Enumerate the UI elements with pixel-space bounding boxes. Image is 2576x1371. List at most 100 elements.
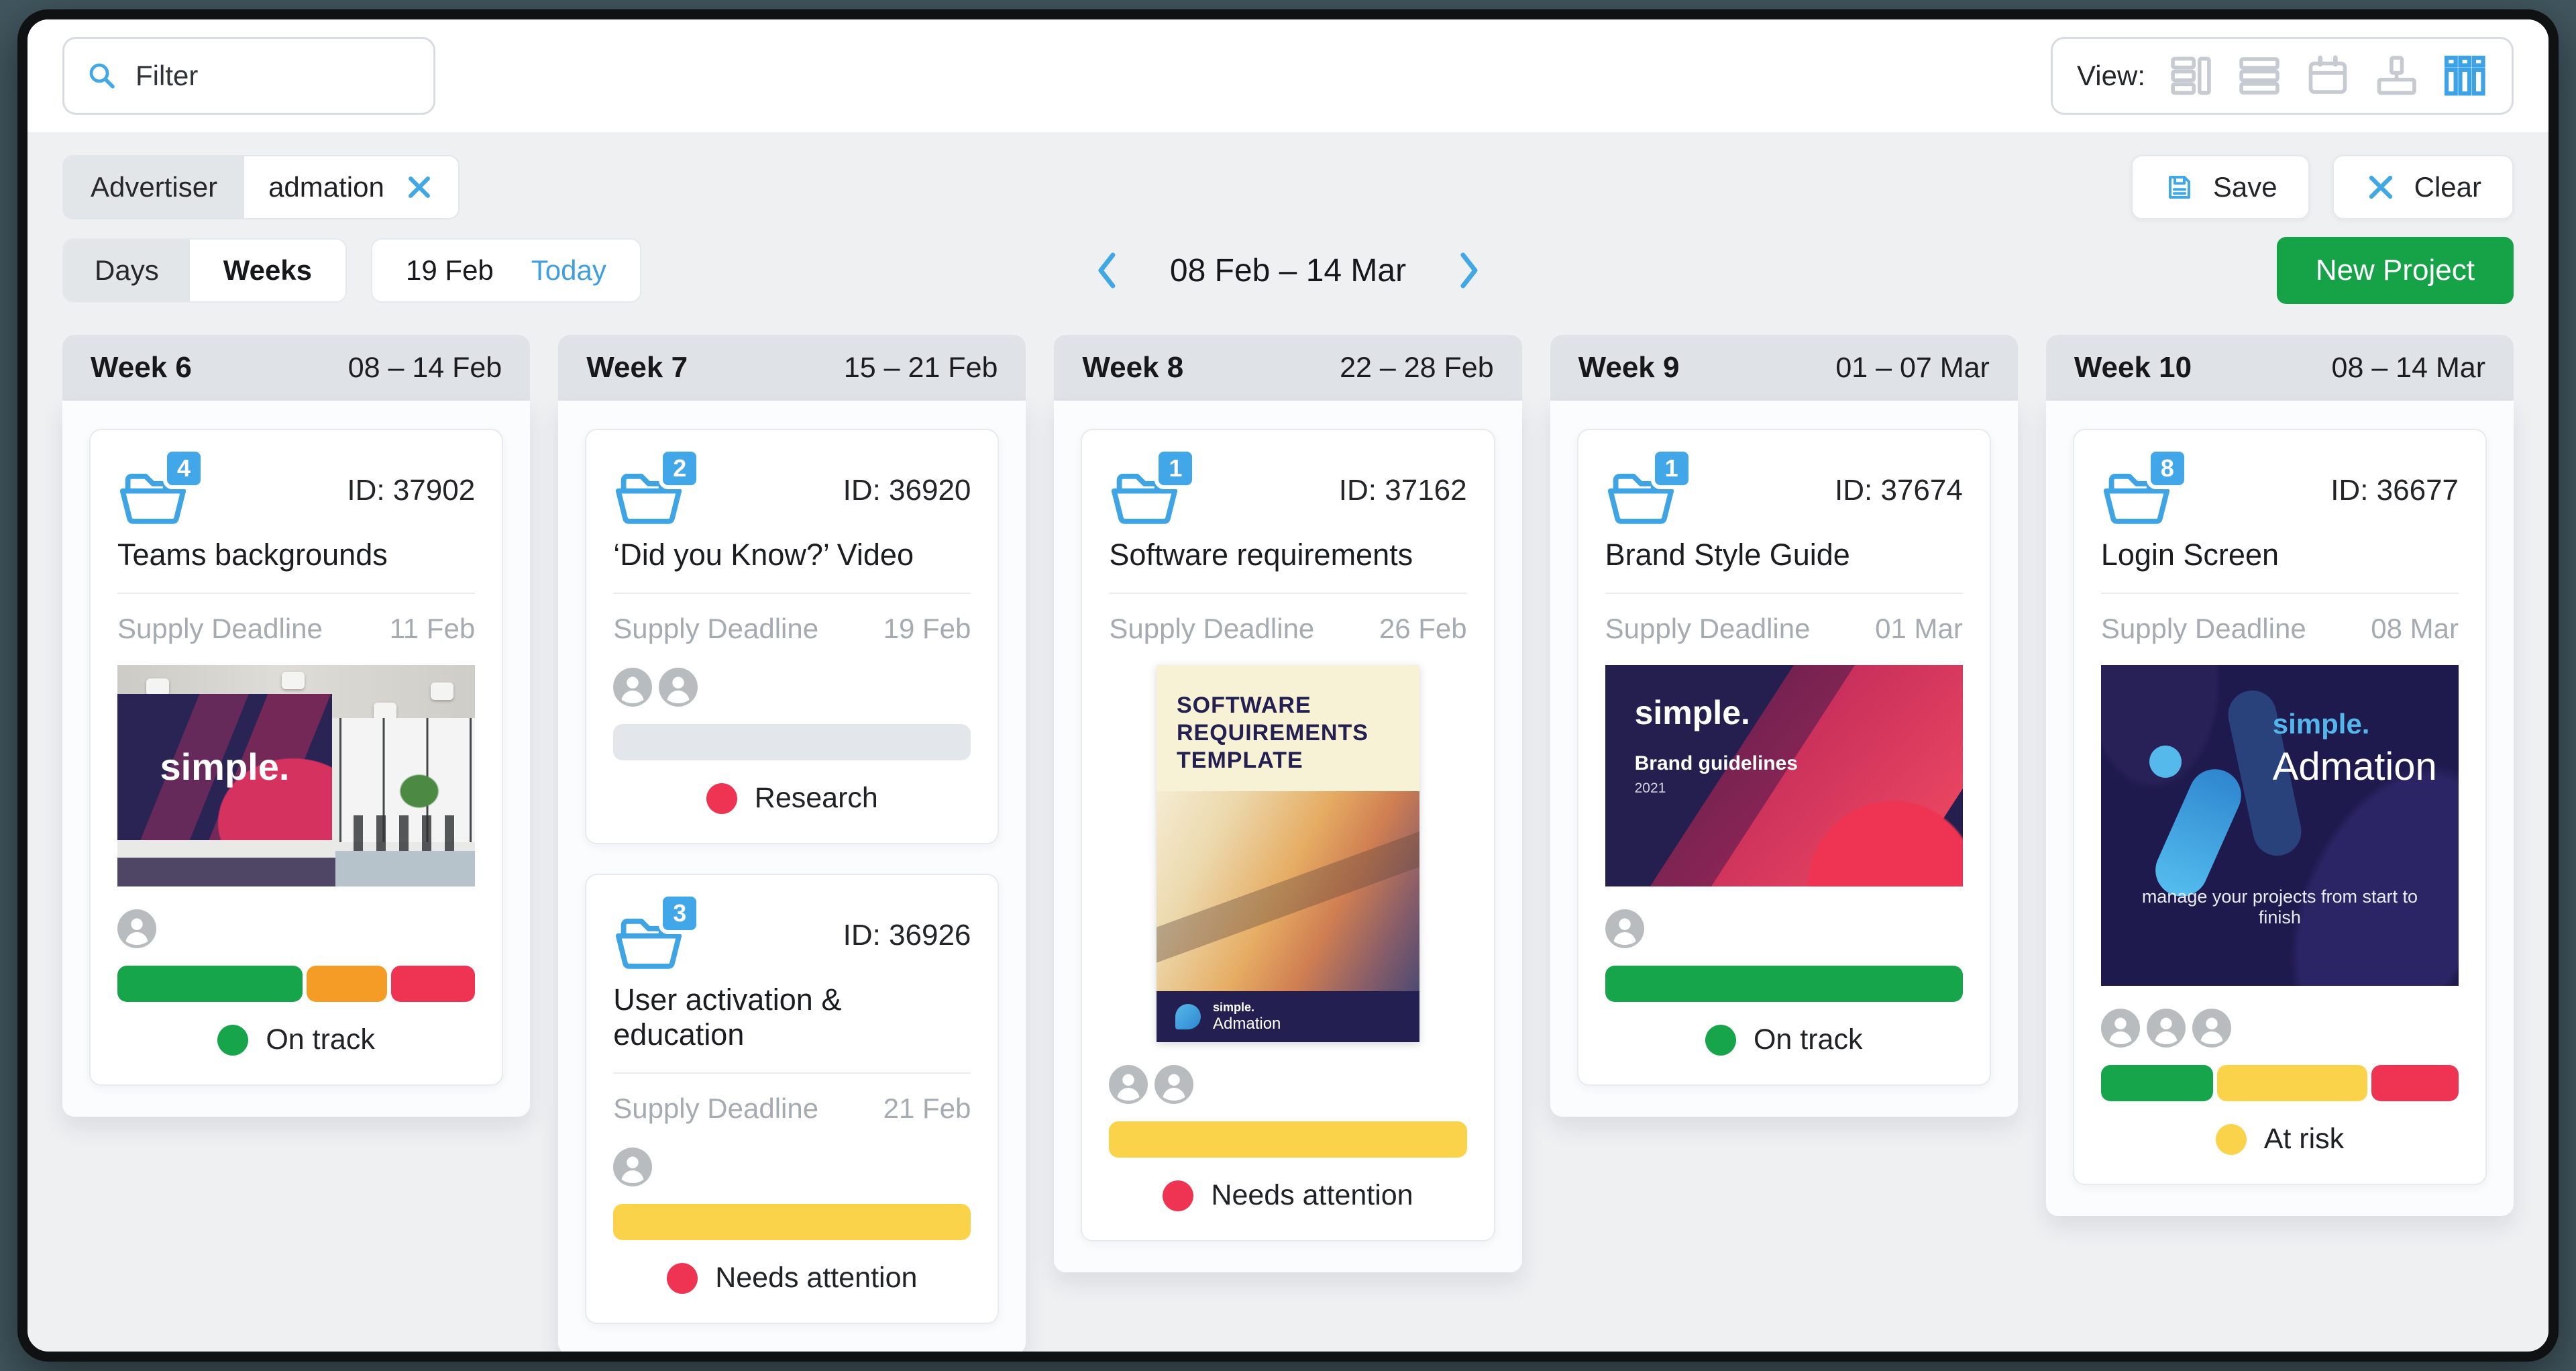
progress-bar bbox=[2100, 1065, 2459, 1101]
avatar-icon bbox=[613, 1148, 653, 1186]
divider bbox=[613, 1072, 971, 1074]
decorative-shape bbox=[373, 703, 396, 721]
progress-bar bbox=[117, 966, 476, 1002]
project-card-teams-backgrounds[interactable]: 4 ID: 37902 Teams backgrounds Supply Dea… bbox=[89, 429, 504, 1086]
filters-row: Advertiser admation bbox=[62, 155, 2514, 219]
week-label: Week 7 bbox=[586, 351, 688, 384]
week-label: Week 8 bbox=[1082, 351, 1184, 384]
product-tagline: manage your projects from start to finis… bbox=[2141, 886, 2418, 927]
deadline-row: Supply Deadline 08 Mar bbox=[2101, 613, 2459, 645]
project-title: ‘Did you Know?’ Video bbox=[613, 538, 914, 572]
project-id: ID: 37162 bbox=[1338, 474, 1467, 507]
remove-advertiser-filter-button[interactable] bbox=[405, 172, 434, 202]
project-title: Login Screen bbox=[2100, 538, 2279, 572]
clear-x-icon bbox=[2369, 175, 2392, 199]
progress-segment bbox=[613, 1204, 971, 1240]
current-date-button[interactable]: 19 Feb bbox=[406, 254, 494, 286]
column-week-9: Week 9 01 – 07 Mar 1 bbox=[1550, 335, 2018, 1117]
next-range-button[interactable] bbox=[1457, 251, 1481, 290]
deadline-label: Supply Deadline bbox=[2100, 613, 2306, 644]
view-board-panel-icon[interactable] bbox=[2168, 53, 2214, 99]
progress-bar bbox=[613, 1204, 971, 1240]
save-icon bbox=[2168, 176, 2190, 199]
view-label: View: bbox=[2077, 60, 2145, 91]
deliverables-badge: 4 bbox=[163, 448, 205, 489]
clear-button[interactable]: Clear bbox=[2332, 155, 2514, 219]
view-calendar-icon[interactable] bbox=[2305, 53, 2351, 99]
progress-segment bbox=[391, 966, 476, 1002]
decorative-shape bbox=[396, 771, 443, 812]
view-list-icon[interactable] bbox=[2237, 53, 2282, 99]
deadline-row: Supply Deadline 21 Feb bbox=[613, 1093, 971, 1125]
assignee-avatars bbox=[613, 1148, 971, 1186]
status-label: At risk bbox=[2263, 1123, 2345, 1155]
decorative-shape bbox=[353, 815, 461, 852]
status-dot bbox=[1705, 1024, 1736, 1056]
week-range-label: 08 – 14 Feb bbox=[347, 351, 502, 384]
status-label: On track bbox=[1753, 1023, 1863, 1056]
status-dot bbox=[667, 1262, 698, 1294]
status-row: Needs attention bbox=[1109, 1179, 1466, 1212]
week-label: Week 10 bbox=[2074, 351, 2192, 384]
folder-icon: 1 bbox=[1605, 448, 1693, 527]
column-header: Week 10 08 – 14 Mar bbox=[2045, 335, 2514, 401]
deadline-row: Supply Deadline 01 Mar bbox=[1605, 613, 1963, 645]
project-card-did-you-know-video[interactable]: 2 ID: 36920 ‘Did you Know?’ Video Supply… bbox=[585, 429, 1000, 844]
decorative-shape bbox=[1157, 791, 1419, 991]
week-range-label: 01 – 07 Mar bbox=[1835, 351, 1990, 384]
project-id: ID: 37674 bbox=[1835, 474, 1963, 507]
decorative-shape bbox=[2149, 746, 2182, 778]
brand-logo-text: simple. bbox=[2272, 708, 2370, 740]
status-row: Research bbox=[613, 782, 971, 815]
project-card-login-screen[interactable]: 8 ID: 36677 Login Screen Supply Deadline… bbox=[2072, 429, 2487, 1185]
status-dot bbox=[1163, 1180, 1194, 1211]
document-header: SOFTWARE REQUIREMENTS TEMPLATE bbox=[1157, 665, 1419, 792]
brand-logo-text: simple. bbox=[1634, 694, 1750, 731]
filter-search-box[interactable] bbox=[62, 37, 435, 115]
column-body: 1 ID: 37674 Brand Style Guide Supply Dea… bbox=[1550, 401, 2018, 1117]
search-icon bbox=[89, 63, 115, 89]
new-project-button[interactable]: New Project bbox=[2276, 237, 2514, 304]
progress-bar bbox=[1605, 966, 1963, 1002]
avatar-icon bbox=[2100, 1009, 2140, 1048]
deliverables-badge: 8 bbox=[2146, 448, 2188, 489]
view-kanban-icon[interactable] bbox=[2442, 53, 2487, 99]
deadline-date: 01 Mar bbox=[1875, 613, 1963, 644]
project-id: ID: 36926 bbox=[843, 919, 971, 952]
project-title: Brand Style Guide bbox=[1605, 538, 1850, 572]
product-name-text: Admation bbox=[1213, 1014, 1281, 1033]
close-icon bbox=[408, 176, 430, 198]
project-thumbnail-document: SOFTWARE REQUIREMENTS TEMPLATE simple. A… bbox=[1157, 665, 1419, 1042]
prev-range-button[interactable] bbox=[1095, 251, 1119, 290]
avatar-icon bbox=[1605, 909, 1644, 948]
folder-icon: 2 bbox=[613, 448, 701, 527]
status-dot bbox=[217, 1024, 249, 1056]
column-body: 1 ID: 37162 Software requirements Supply… bbox=[1054, 401, 1522, 1272]
project-card-software-requirements[interactable]: 1 ID: 37162 Software requirements Supply… bbox=[1081, 429, 1495, 1241]
save-button[interactable]: Save bbox=[2131, 155, 2310, 219]
status-label: Research bbox=[754, 782, 878, 814]
left-tools: Days Weeks 19 Feb Today bbox=[62, 238, 641, 303]
toggle-days[interactable]: Days bbox=[64, 240, 190, 301]
top-bar: View: bbox=[28, 19, 2548, 132]
chevron-right-icon bbox=[1460, 252, 1478, 289]
progress-segment bbox=[1109, 1121, 1467, 1158]
project-id: ID: 36920 bbox=[843, 474, 971, 507]
progress-segment bbox=[307, 966, 388, 1002]
project-card-user-activation[interactable]: 3 ID: 36926 User activation & education … bbox=[585, 874, 1000, 1324]
project-card-brand-style-guide[interactable]: 1 ID: 37674 Brand Style Guide Supply Dea… bbox=[1576, 429, 1991, 1086]
view-workflow-icon[interactable] bbox=[2373, 53, 2419, 99]
brand-guidelines-text: simple. Brand guidelines 2021 bbox=[1635, 693, 1798, 797]
deliverables-badge: 3 bbox=[659, 893, 701, 934]
advertiser-chip-value: admation bbox=[244, 156, 458, 218]
decorative-shape bbox=[335, 851, 476, 886]
advertiser-chip-value-text: admation bbox=[268, 171, 384, 203]
brand-logo-text: simple. bbox=[1213, 1000, 1255, 1014]
project-title: Software requirements bbox=[1109, 538, 1413, 572]
toggle-weeks[interactable]: Weeks bbox=[189, 240, 346, 301]
avatar-icon bbox=[2146, 1009, 2186, 1048]
column-body: 4 ID: 37902 Teams backgrounds Supply Dea… bbox=[62, 401, 531, 1117]
assignee-avatars bbox=[1109, 1065, 1466, 1104]
filter-input[interactable] bbox=[136, 60, 412, 92]
today-button[interactable]: Today bbox=[531, 254, 606, 286]
